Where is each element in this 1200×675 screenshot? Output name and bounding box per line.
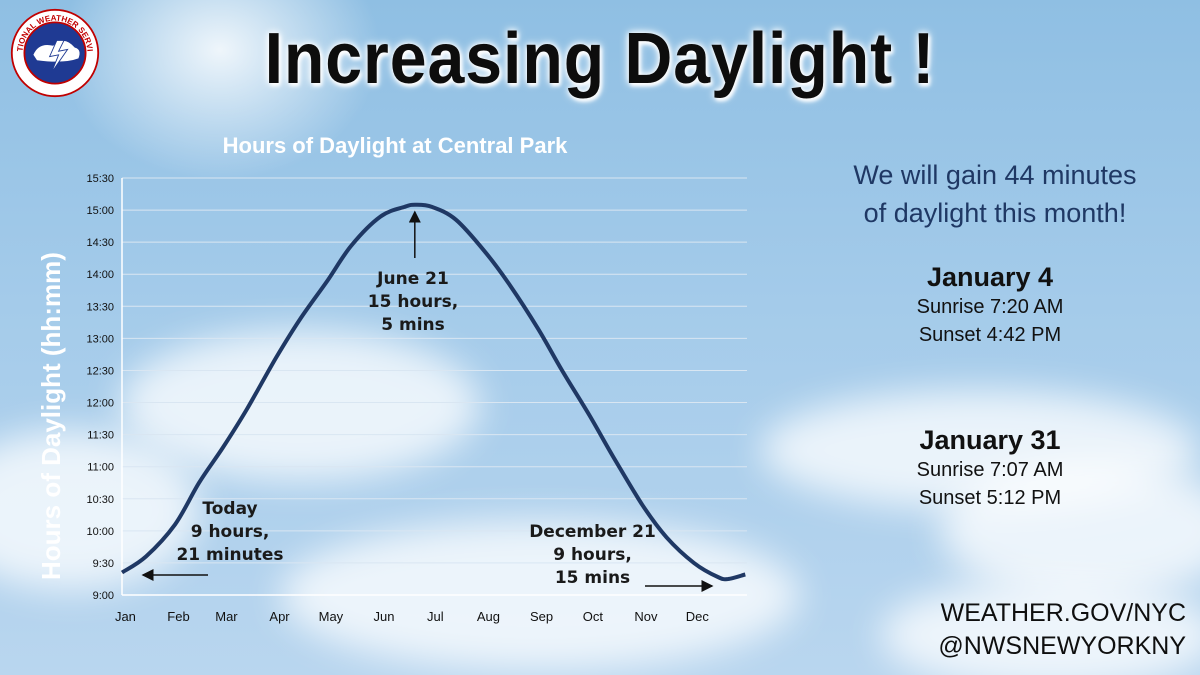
- y-tick-label: 9:00: [93, 590, 114, 602]
- annotation-line: 9 hours,: [553, 545, 632, 565]
- daylight-gain-text: We will gain 44 minutes of daylight this…: [800, 156, 1190, 232]
- sunset-time: Sunset 5:12 PM: [918, 487, 1062, 509]
- annotation-today: Today 9 hours, 21 minutes: [170, 498, 290, 567]
- page-title: Increasing Daylight !: [264, 19, 936, 99]
- y-tick-label: 15:30: [86, 173, 114, 185]
- x-tick-label: Feb: [167, 609, 189, 624]
- gain-line: of daylight this month!: [863, 198, 1127, 228]
- x-tick-label: Apr: [269, 609, 290, 624]
- annotation-arrows: [141, 210, 714, 592]
- y-tick-label: 11:00: [87, 462, 114, 474]
- annotation-line: 21 minutes: [176, 545, 284, 565]
- annotation-line: Today: [202, 499, 258, 519]
- annotation-line: 9 hours,: [190, 522, 270, 542]
- x-tick-label: Jul: [427, 609, 444, 624]
- sunrise-time: Sunrise 7:07 AM: [916, 459, 1064, 481]
- y-tick-label: 15:00: [86, 205, 114, 217]
- date-heading: January 4: [926, 262, 1054, 292]
- footer: WEATHER.GOV/NYC @NWSNEWYORKNY: [938, 597, 1186, 663]
- social-handle[interactable]: @NWSNEWYORKNY: [938, 632, 1186, 660]
- y-tick-label: 13:30: [86, 301, 114, 313]
- sunset-time: Sunset 4:42 PM: [918, 324, 1062, 346]
- chart-axes: [121, 178, 747, 596]
- daylight-line: [120, 202, 746, 582]
- annotation-line: 15 hours,: [367, 292, 459, 312]
- y-tick-label: 14:00: [86, 269, 114, 281]
- cloud-shape: [880, 580, 1200, 675]
- y-tick-label: 14:30: [86, 237, 114, 249]
- annotation-december: December 21 9 hours, 15 mins: [520, 521, 665, 590]
- jan31-info: January 31 Sunrise 7:07 AM Sunset 5:12 P…: [880, 425, 1100, 512]
- y-tick-label: 10:30: [86, 494, 114, 506]
- date-heading: January 31: [919, 425, 1061, 455]
- y-tick-label: 11:30: [87, 430, 114, 442]
- y-tick-labels: 9:00 9:30 10:00 10:30 11:00 11:30 12:00 12:30 13…: [86, 173, 114, 602]
- y-tick-label: 9:30: [93, 558, 114, 570]
- x-tick-label: Mar: [215, 609, 238, 624]
- x-tick-label: Jun: [374, 609, 395, 624]
- annotation-line: December 21: [529, 522, 656, 542]
- jan4-info: January 4 Sunrise 7:20 AM Sunset 4:42 PM: [880, 262, 1100, 349]
- y-tick-label: 13:00: [86, 333, 114, 345]
- gain-line: We will gain 44 minutes: [853, 160, 1137, 190]
- x-tick-label: Jan: [115, 609, 136, 624]
- website-link[interactable]: WEATHER.GOV/NYC: [940, 599, 1186, 627]
- cloud-shape: [120, 330, 480, 480]
- y-tick-label: 10:00: [86, 526, 114, 538]
- annotation-line: 5 mins: [381, 315, 445, 335]
- y-tick-label: 12:30: [86, 365, 114, 377]
- x-tick-label: Aug: [477, 609, 500, 624]
- chart-title: Hours of Daylight at Central Park: [222, 133, 568, 158]
- x-tick-label: Oct: [583, 609, 604, 624]
- chart-grid: [122, 177, 747, 564]
- x-tick-label: Dec: [686, 609, 710, 624]
- chart-series: [120, 202, 746, 582]
- x-tick-labels: Jan Feb Mar Apr May Jun Jul Aug Sep Oct Nov Dec: [115, 609, 709, 624]
- x-tick-label: May: [319, 609, 344, 624]
- x-tick-label: Nov: [634, 609, 658, 624]
- sunrise-time: Sunrise 7:20 AM: [916, 296, 1064, 318]
- annotation-june: June 21 15 hours, 5 mins: [358, 268, 468, 337]
- nws-logo-icon: NATIONAL WEATHER SERVICE: [10, 8, 100, 98]
- annotation-line: 15 mins: [554, 568, 631, 588]
- y-tick-label: 12:00: [86, 398, 114, 410]
- annotation-line: June 21: [377, 269, 449, 289]
- cloud-shape: [940, 460, 1200, 600]
- x-tick-label: Sep: [530, 609, 553, 624]
